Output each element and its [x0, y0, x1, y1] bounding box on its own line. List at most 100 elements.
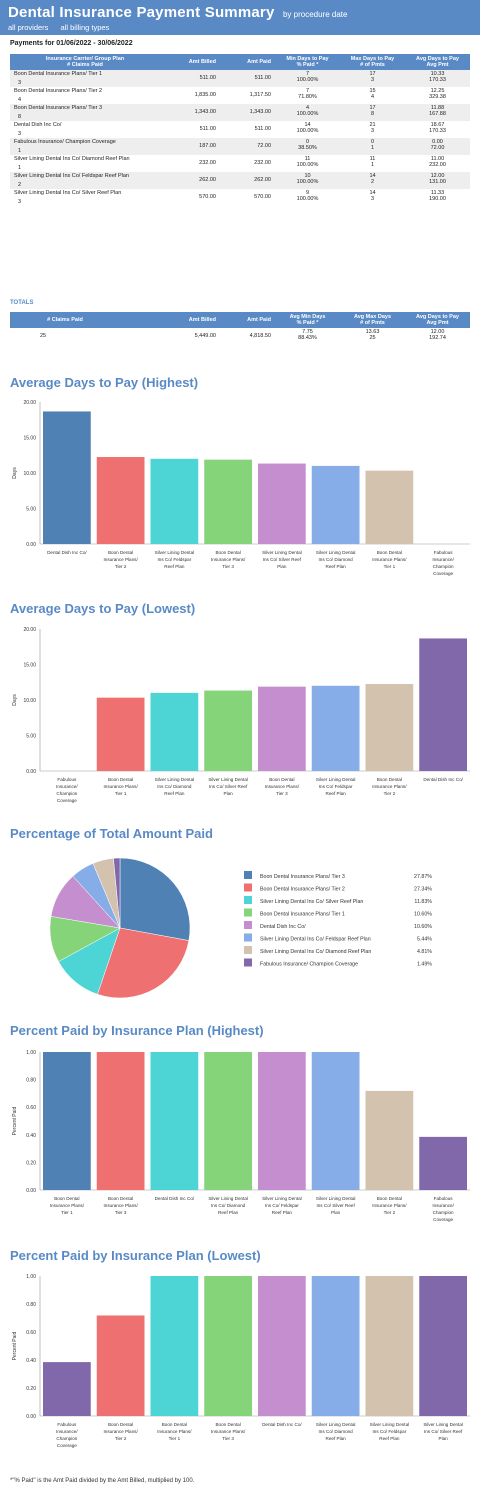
- cell-avg-days: 12.25 329.38: [429, 88, 446, 100]
- x-tick-label: Fabulous: [434, 550, 454, 555]
- y-tick-label: 0.00: [26, 1414, 36, 1420]
- cell-max-days: 14 2: [340, 172, 405, 189]
- bar: [419, 1276, 467, 1416]
- filter-providers: all providers: [8, 23, 49, 32]
- x-tick-label: Boon Dental: [108, 1422, 133, 1427]
- report-title: Dental Insurance Payment Summary: [8, 4, 275, 21]
- x-tick-label: Coverage: [57, 1443, 77, 1448]
- report-header: Dental Insurance Payment Summary by proc…: [0, 0, 480, 35]
- legend-label: Fabulous Insurance/ Champion Coverage: [260, 962, 358, 968]
- y-tick-label: 5.00: [26, 734, 36, 740]
- x-tick-label: Plan: [439, 1436, 449, 1441]
- y-tick-label: 0.20: [26, 1160, 36, 1166]
- x-tick-label: Champion: [56, 1436, 77, 1441]
- y-tick-label: 0.00: [26, 1188, 36, 1194]
- cell-paid: 1,343.00: [220, 104, 275, 121]
- cell-avg-days: 11.88 167.88: [405, 104, 470, 121]
- totals-avg-min: 7.75 88.43%: [298, 329, 317, 341]
- cell-billed: 511.00: [160, 70, 220, 87]
- bar: [150, 1052, 199, 1190]
- x-tick-label: Tier 3: [222, 564, 234, 569]
- chart-title-days-highest: Average Days to Pay (Highest): [10, 375, 199, 390]
- table-row: Dental Dish Inc Co/3 511.00 511.00 14 100.00…: [10, 121, 470, 138]
- bar: [43, 1052, 91, 1190]
- y-tick-label: 10.00: [23, 471, 36, 477]
- x-tick-label: Silver Lining Dental: [262, 1196, 302, 1201]
- legend-value: 27.34%: [414, 887, 432, 893]
- chart-title-pct-highest: Percent Paid by Insurance Plan (Highest): [10, 1023, 264, 1038]
- y-tick-label: 15.00: [23, 663, 36, 669]
- totals-col-avg-days: Avg Days to Pay Avg Pmt: [405, 312, 470, 328]
- x-tick-label: Silver Lining Dental: [316, 550, 356, 555]
- bar: [311, 685, 360, 771]
- cell-avg-days: 10.33 170.33: [405, 70, 470, 87]
- y-tick-label: 0.20: [26, 1386, 36, 1392]
- y-tick-label: 0.60: [26, 1105, 36, 1111]
- y-tick-label: 0.00: [26, 542, 36, 548]
- cell-plan: Silver Lining Dental Ins Co/ Feldspar Re…: [10, 172, 160, 189]
- table-row: Fabulous Insurance/ Champion Coverage 1 18…: [10, 138, 470, 155]
- table-row: Silver Lining Dental Ins Co/ Silver Reef…: [10, 189, 470, 206]
- x-tick-label: Insurance Plans/: [104, 784, 139, 789]
- bar: [204, 459, 252, 544]
- x-tick-label: Ins Co/ Silver Reef: [316, 1203, 355, 1208]
- legend-label: Dental Dish Inc Co/: [260, 924, 306, 930]
- bar: [365, 470, 414, 544]
- main-table: Insurance Carrier/ Group Plan # Claims P…: [10, 54, 470, 206]
- legend-swatch: [244, 896, 252, 904]
- x-tick-label: Boon Dental: [108, 1196, 133, 1201]
- cell-paid: 72.00: [220, 138, 275, 155]
- chart-title-pct-lowest: Percent Paid by Insurance Plan (Lowest): [10, 1248, 261, 1263]
- y-axis-label: Percent Paid: [12, 1331, 18, 1360]
- totals-col-billed: Amt Billed: [120, 312, 220, 328]
- totals-billed: 5,449.00: [194, 333, 216, 339]
- x-tick-label: Tier 2: [384, 1210, 396, 1215]
- y-tick-label: 20.00: [23, 627, 36, 633]
- x-tick-label: Ins Co/ Silver Reef: [263, 557, 302, 562]
- x-tick-label: Dental Dish Inc Co/: [262, 1422, 302, 1427]
- x-tick-label: Coverage: [433, 571, 453, 576]
- bar: [365, 684, 414, 771]
- col-paid: Amt Paid: [220, 54, 275, 70]
- x-tick-label: Ins Co/ Feldspar: [373, 1429, 407, 1434]
- x-tick-label: Tier 1: [115, 791, 127, 796]
- chart-pct-lowest: 0.00 0.20 0.40 0.60 0.80 1.00 Percent Paid Fabu…: [12, 1274, 470, 1448]
- x-tick-label: Silver Lining Dental: [316, 1196, 356, 1201]
- bar: [150, 692, 199, 771]
- report-filters: all providers all billing types: [8, 23, 472, 32]
- chart-days-highest: 0.00 5.00 10.00 15.00 20.00 Days Dental Dish I…: [12, 400, 470, 576]
- cell-min-days: 11 100.00%: [296, 156, 319, 168]
- x-tick-label: Insurance/: [56, 784, 78, 789]
- x-tick-label: Reef Plan: [326, 791, 347, 796]
- cell-paid: 262.00: [220, 172, 275, 189]
- cell-min-days: 9 100.00%: [296, 190, 319, 202]
- totals-col-avg-max: Avg Max Days # of Pmts: [340, 312, 405, 328]
- x-tick-label: Silver Lining Dental: [155, 777, 195, 782]
- cell-max-days: 14 3: [369, 190, 376, 202]
- cell-max-days: 21 3: [369, 122, 376, 134]
- legend-value: 10.60%: [414, 912, 432, 918]
- totals-avg-max: 13.63 25: [365, 329, 380, 341]
- legend-label: Boon Dental Insurance Plans/ Tier 3: [260, 874, 345, 880]
- x-tick-label: Tier 3: [115, 1210, 127, 1215]
- x-tick-label: Tier 1: [384, 564, 396, 569]
- table-row: Silver Lining Dental Ins Co/ Diamond Ree…: [10, 155, 470, 172]
- x-tick-label: Dental Dish Inc Co/: [155, 1196, 195, 1201]
- x-tick-label: Silver Lining Dental: [316, 1422, 356, 1427]
- x-tick-label: Tier 1: [61, 1210, 73, 1215]
- bar: [96, 1052, 145, 1190]
- totals-avg-days: 12.00 192.74: [429, 329, 446, 341]
- x-tick-label: Fabulous: [434, 1196, 454, 1201]
- cell-billed: 232.00: [199, 160, 216, 166]
- legend-swatch: [244, 958, 252, 967]
- x-tick-label: Reef Plan: [326, 564, 347, 569]
- x-tick-label: Ins Co/ Diamond: [319, 1429, 354, 1434]
- bar: [96, 697, 145, 771]
- cell-min-days: 0 38.50%: [275, 138, 340, 155]
- y-axis-label: Percent Paid: [12, 1106, 18, 1135]
- x-tick-label: Boon Dental: [215, 1422, 240, 1427]
- x-tick-label: Insurance Plans/: [104, 1429, 139, 1434]
- bar: [311, 1052, 360, 1190]
- y-tick-label: 1.00: [26, 1274, 36, 1280]
- bar: [43, 411, 91, 544]
